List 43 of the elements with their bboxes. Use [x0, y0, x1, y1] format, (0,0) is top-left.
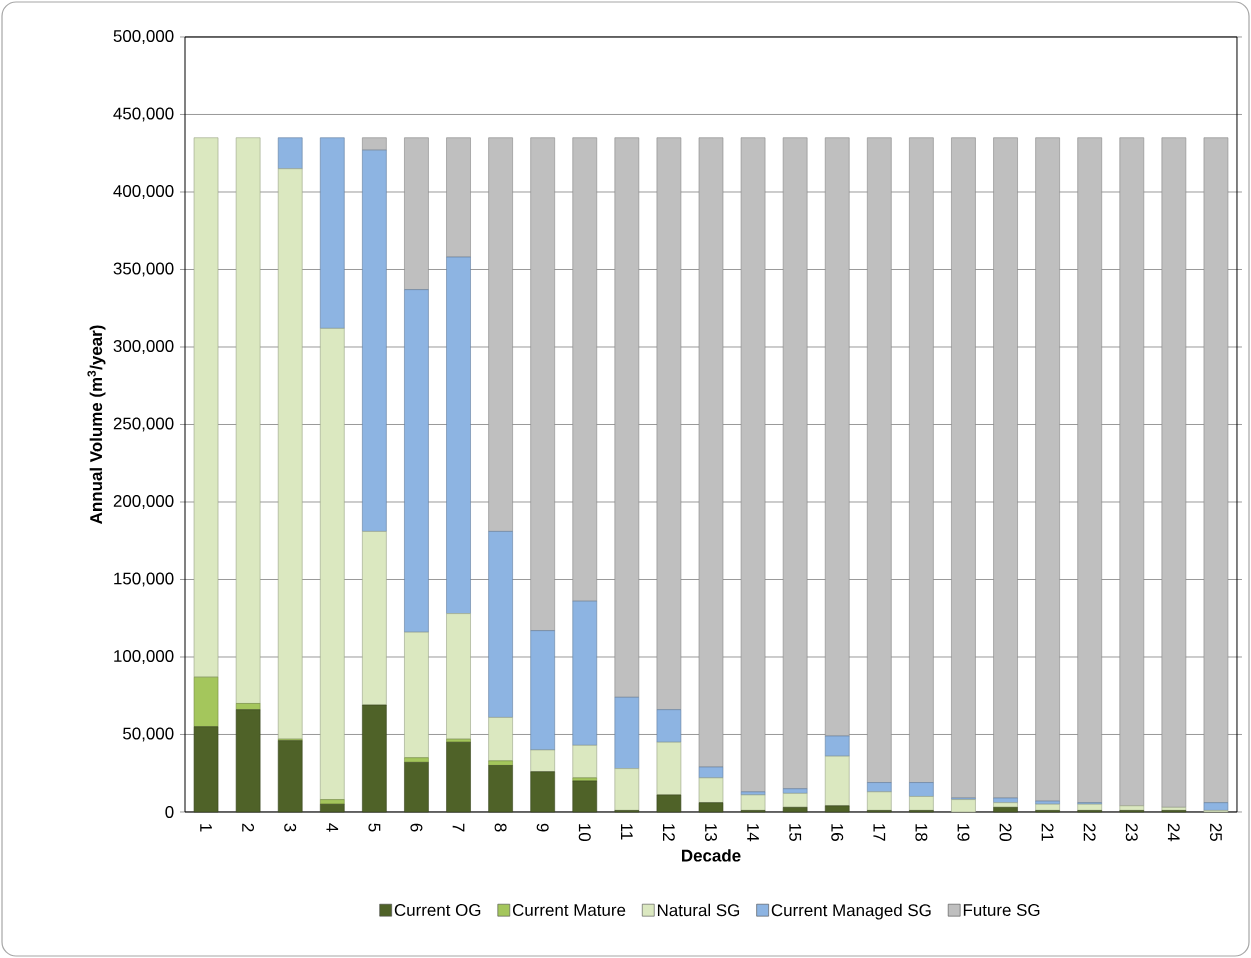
x-axis-title: Decade — [682, 849, 741, 862]
y-tick-label: 0 — [165, 805, 174, 818]
x-tick-label: 16 — [831, 824, 844, 841]
x-tick-label: 13 — [704, 824, 717, 841]
x-tick-label: 2 — [242, 823, 255, 832]
x-tick-label: 17 — [873, 824, 886, 841]
y-tick-label: 250,000 — [113, 417, 174, 432]
x-tick-label: 14 — [747, 824, 759, 842]
x-tick-label: 3 — [284, 823, 297, 832]
x-tick-label: 25 — [1209, 823, 1222, 841]
y-tick-label: 200,000 — [113, 494, 174, 509]
y-tick-label: 350,000 — [113, 262, 174, 277]
x-tick-label: 12 — [663, 824, 675, 841]
x-tick-label: 5 — [368, 823, 381, 832]
x-tick-label: 8 — [494, 823, 507, 832]
y-tick-label: 150,000 — [114, 572, 174, 587]
legend-label: Natural SG — [657, 903, 740, 917]
y-axis-title: Annual Volume (m$^{3}$/year) — [87, 325, 106, 524]
x-tick-label: 9 — [536, 823, 549, 832]
y-tick-label: 450,000 — [113, 107, 174, 122]
x-tick-label: 15 — [789, 824, 802, 841]
x-tick-label: 10 — [578, 824, 591, 842]
y-tick-label: 400,000 — [113, 184, 174, 199]
x-tick-label: 23 — [1125, 823, 1138, 841]
y-tick-label: 500,000 — [113, 29, 174, 44]
x-tick-label: 20 — [999, 823, 1012, 842]
x-tick-label: 7 — [452, 823, 465, 832]
x-tick-label: 4 — [326, 823, 339, 832]
x-tick-label: 24 — [1167, 823, 1180, 842]
x-tick-label: 18 — [915, 824, 928, 841]
y-tick-label: 100,000 — [114, 649, 174, 664]
legend-label: Current OG — [394, 904, 481, 916]
x-tick-label: 1 — [200, 824, 212, 832]
x-tick-label: 21 — [1041, 823, 1054, 841]
x-tick-label: 19 — [957, 824, 970, 841]
y-tick-label: 300,000 — [113, 339, 174, 354]
x-tick-label: 6 — [410, 823, 423, 832]
y-tick-label: 50,000 — [123, 727, 174, 742]
legend-label: Current Managed SG — [771, 903, 931, 920]
legend-label: Future SG — [963, 904, 1040, 916]
legend-label: Current Mature — [512, 904, 626, 916]
x-tick-label: 22 — [1083, 823, 1096, 841]
x-tick-label: 11 — [621, 824, 633, 840]
